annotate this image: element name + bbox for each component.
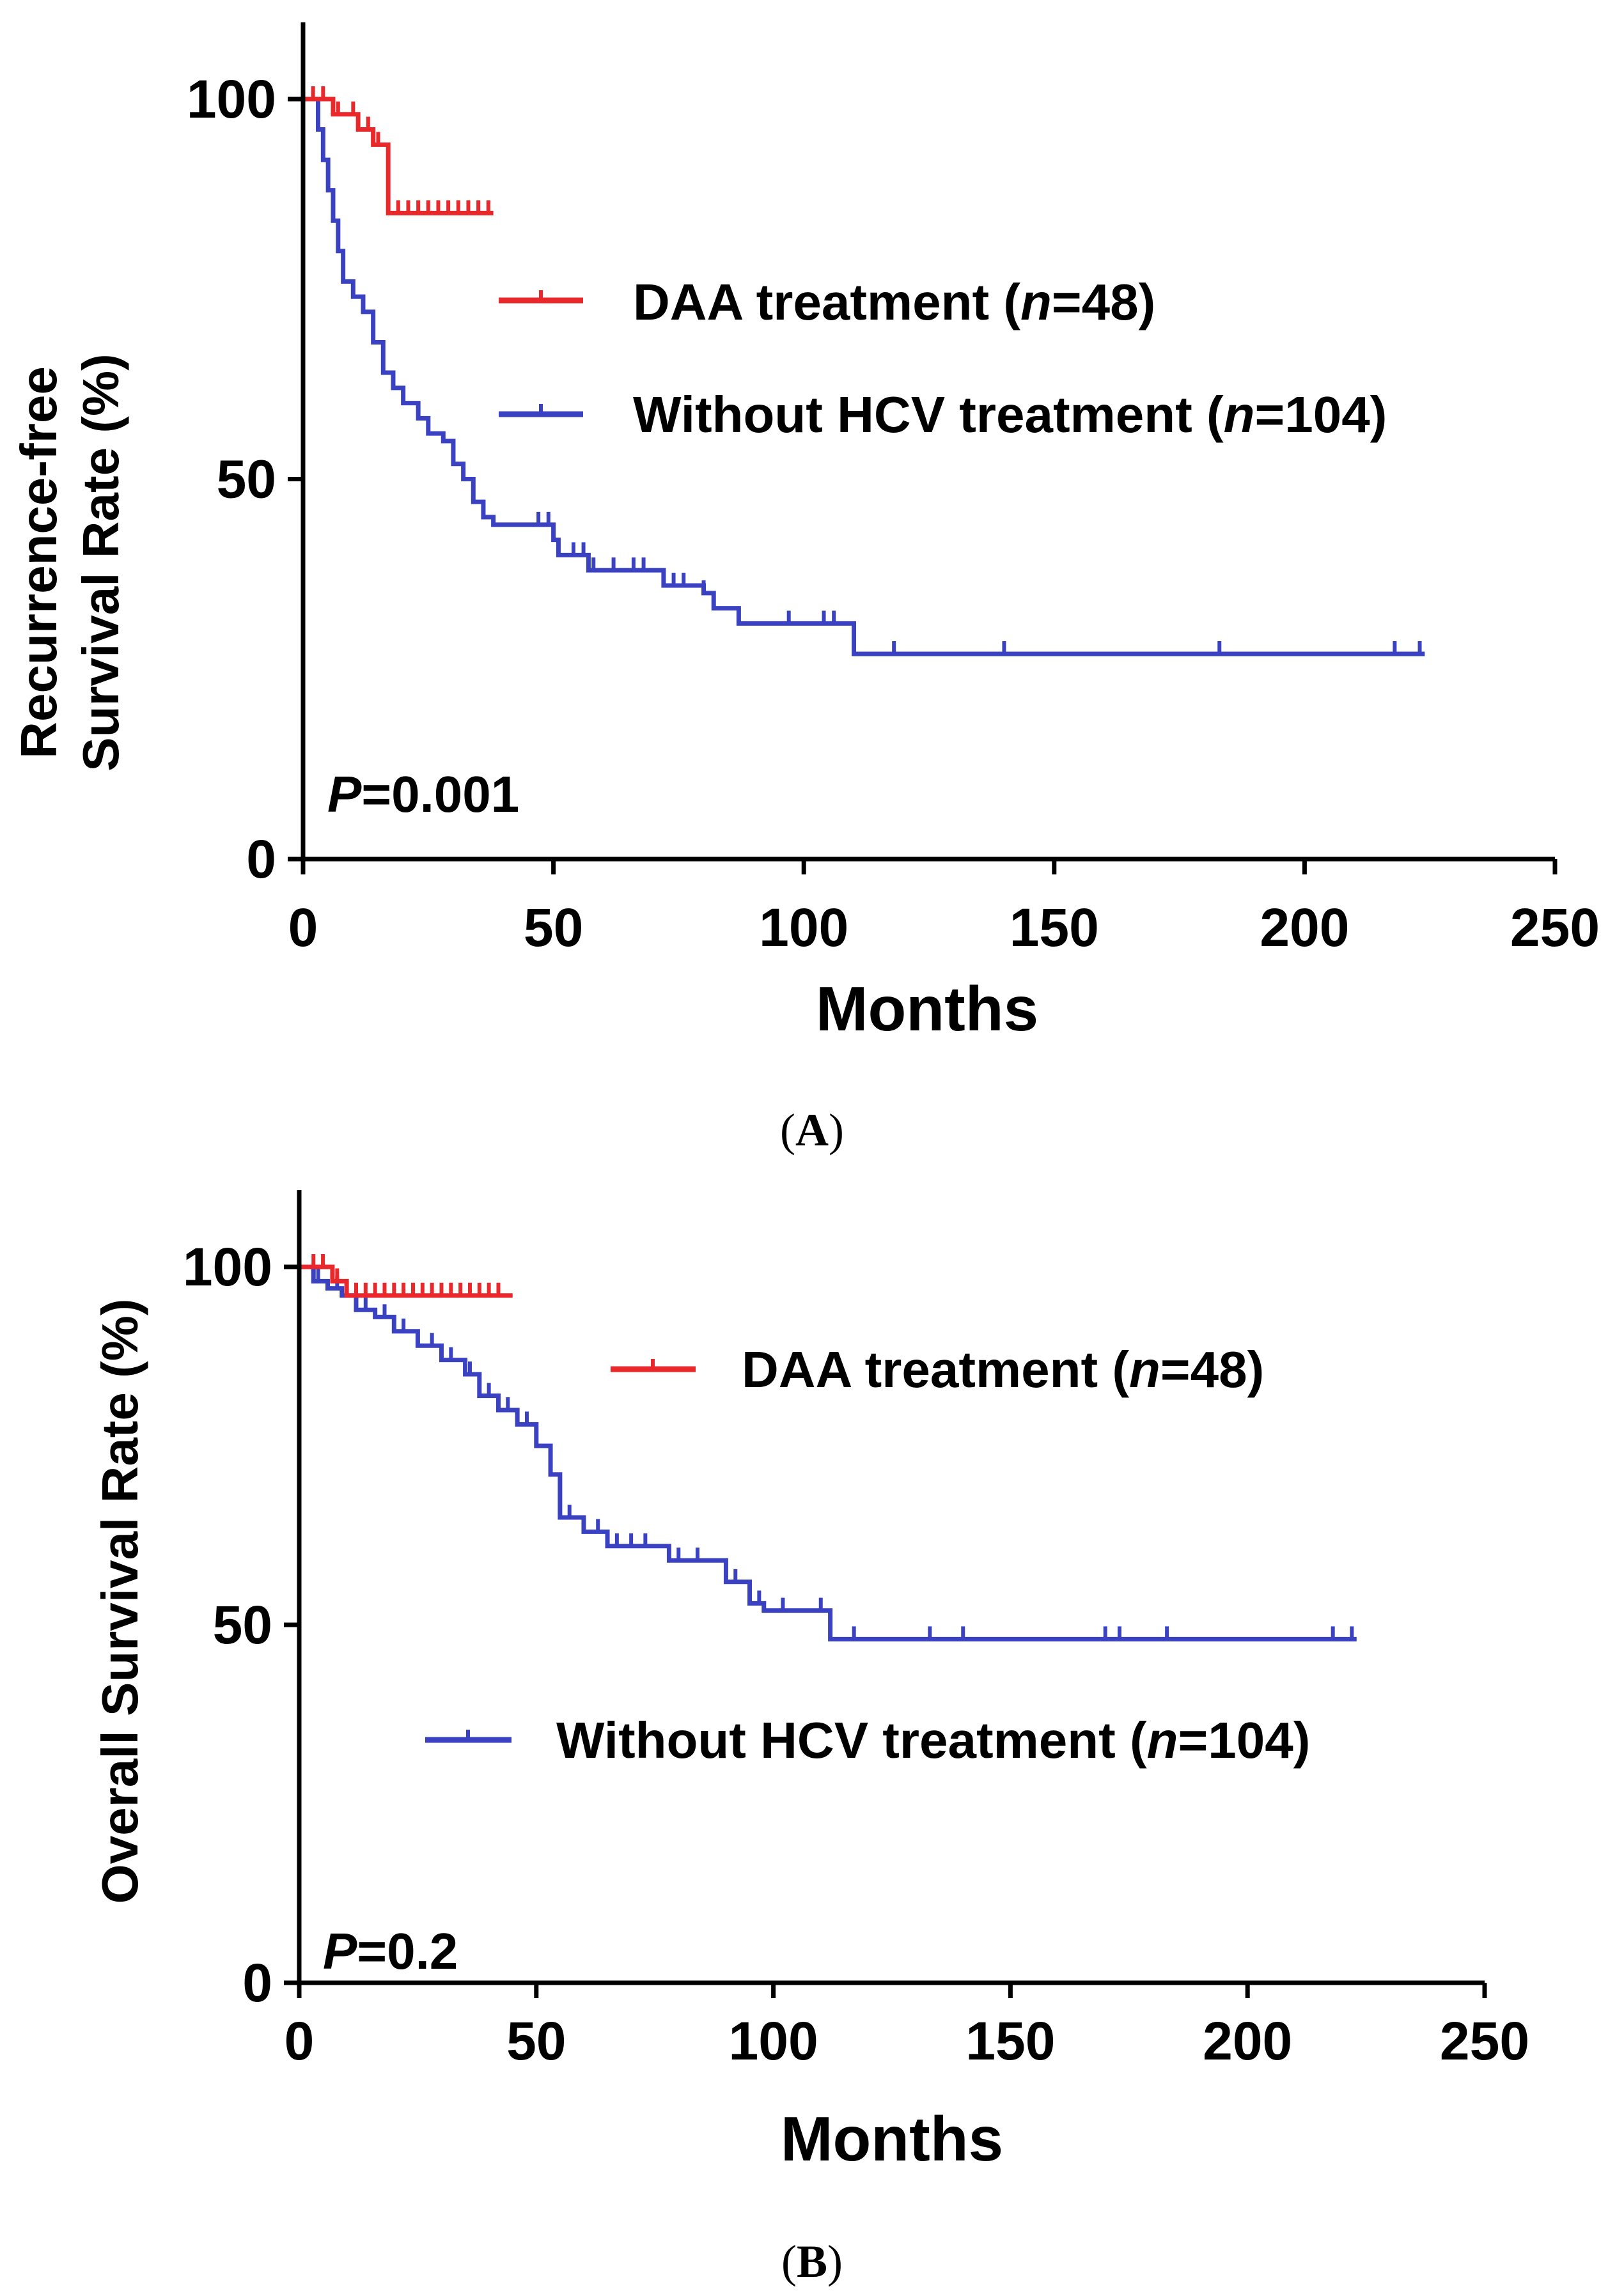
panel-b-series-daa-line xyxy=(299,1264,513,1298)
panel-b-y-axis-title: Overall Survival Rate (%) xyxy=(91,1298,148,1904)
panel-a-legend-label-daa: DAA treatment (n=48) xyxy=(633,274,1155,330)
panel-a-label: (A) xyxy=(780,1105,844,1156)
panel-a-curves xyxy=(303,86,1425,656)
panel-a-y-tick-label: 50 xyxy=(217,449,276,509)
panel-a-x-tick-label: 250 xyxy=(1510,897,1600,958)
panel-b-y-tick-label: 50 xyxy=(213,1595,272,1655)
panel-b-x-tick-label: 50 xyxy=(506,2011,566,2071)
panel-b-legend-label-without: Without HCV treatment (n=104) xyxy=(556,1712,1310,1769)
panel-a-x-tick-label: 150 xyxy=(1010,897,1099,958)
panel-b-legend-label-daa: DAA treatment (n=48) xyxy=(742,1341,1264,1398)
panel-b-label: (B) xyxy=(781,2236,843,2287)
panel-a-axes: 0 50 100 150 200 250 0 50 100 xyxy=(187,22,1600,958)
panel-a-x-tick-label: 50 xyxy=(524,897,583,958)
panel-b-x-tick-label: 150 xyxy=(965,2011,1055,2071)
panel-a-x-tick-label: 100 xyxy=(759,897,848,958)
panel-b-y-tick-label: 100 xyxy=(183,1237,272,1297)
panel-a-series-without-hcv-line xyxy=(303,97,1425,656)
panel-a-legend-label-without: Without HCV treatment (n=104) xyxy=(633,386,1387,443)
panel-a-y-tick-label: 100 xyxy=(187,69,276,129)
panel-b-axes: 0 50 100 150 200 250 0 50 100 xyxy=(183,1190,1529,2071)
panel-a: 0 50 100 150 200 250 0 50 100 Months Recurrence-… xyxy=(10,22,1600,1156)
panel-b-x-tick-label: 200 xyxy=(1203,2011,1292,2071)
panel-a-legend: DAA treatment (n=48) Without HCV treatme… xyxy=(499,274,1387,443)
panel-b-x-axis-title: Months xyxy=(781,2104,1003,2174)
panel-b-series-without-hcv-line xyxy=(299,1264,1357,1641)
panel-a-y-tick-label: 0 xyxy=(246,829,276,889)
panel-b-x-tick-label: 0 xyxy=(285,2011,315,2071)
panel-b-legend: DAA treatment (n=48) Without HCV treatme… xyxy=(425,1341,1310,1769)
panel-a-x-axis-title: Months xyxy=(816,973,1038,1044)
panel-a-x-tick-label: 200 xyxy=(1260,897,1349,958)
panel-b-y-tick-label: 0 xyxy=(242,1953,272,2013)
panel-b-x-tick-label: 100 xyxy=(729,2011,818,2071)
panel-a-x-tick-label: 0 xyxy=(288,897,318,958)
panel-b: 0 50 100 150 200 250 0 50 100 Months Overall Sur… xyxy=(91,1190,1529,2287)
panel-b-x-tick-label: 250 xyxy=(1440,2011,1529,2071)
panel-a-y-axis-title-line2: Survival Rate (%) xyxy=(72,353,129,772)
panel-a-series-daa-line xyxy=(303,97,494,215)
panel-a-p-value: P=0.001 xyxy=(327,766,519,823)
panel-b-p-value: P=0.2 xyxy=(323,1923,458,1980)
panel-a-y-axis-title-line1: Recurrence-free xyxy=(10,366,67,759)
panel-b-curves xyxy=(299,1254,1357,1641)
